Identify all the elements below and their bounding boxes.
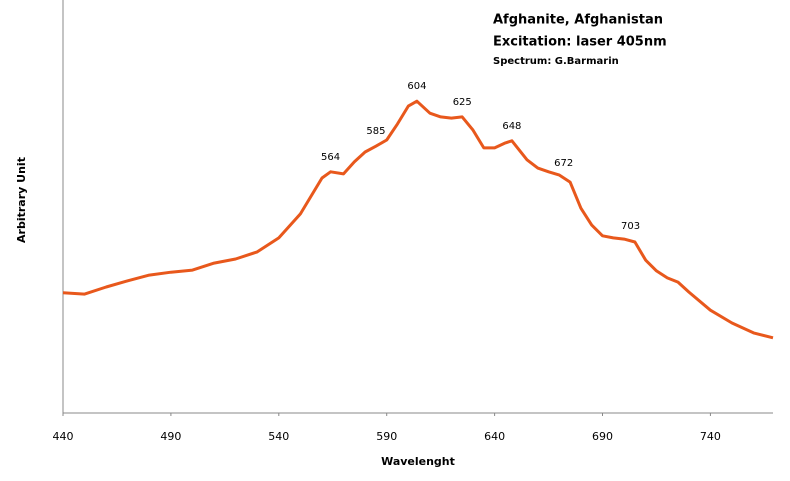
x-tick-label: 740	[700, 430, 721, 443]
peak-label: 648	[502, 121, 521, 132]
peak-label: 564	[321, 152, 340, 163]
y-axis-label: Arbitrary Unit	[15, 157, 28, 243]
x-tick-label: 690	[592, 430, 613, 443]
peak-label: 585	[366, 126, 385, 137]
peak-label: 625	[453, 97, 472, 108]
x-tick-label: 640	[484, 430, 505, 443]
chart-title: Afghanite, Afghanistan	[493, 13, 663, 28]
x-tick-label: 590	[376, 430, 397, 443]
spectrum-line	[62, 99, 774, 340]
x-axis-label: Wavelenght	[381, 455, 455, 468]
peak-label: 604	[407, 81, 426, 92]
x-tick-label: 440	[53, 430, 74, 443]
x-tick-label: 540	[268, 430, 289, 443]
x-tick-label: 490	[160, 430, 181, 443]
peak-label: 703	[621, 221, 640, 232]
chart-subtitle: Excitation: laser 405nm	[493, 35, 667, 50]
peak-label: 672	[554, 158, 573, 169]
chart-credit: Spectrum: G.Barmarin	[493, 56, 619, 67]
